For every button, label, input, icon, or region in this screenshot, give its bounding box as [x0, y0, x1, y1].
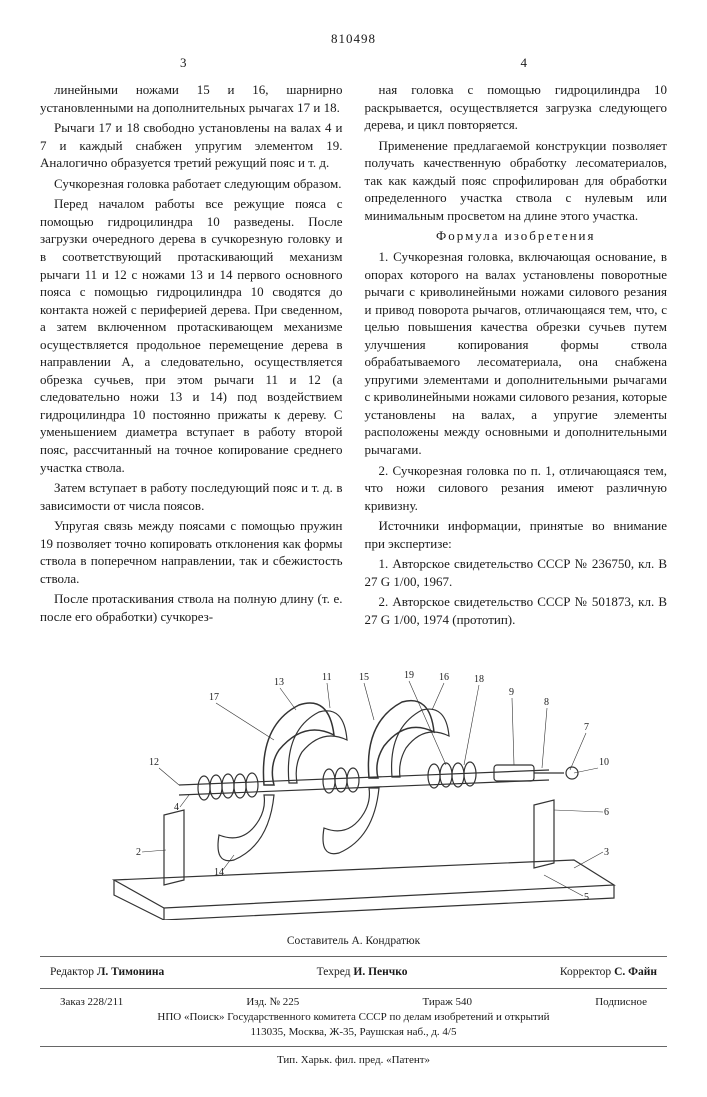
svg-text:11: 11	[322, 672, 332, 683]
org-line: НПО «Поиск» Государственного комитета СС…	[40, 1010, 667, 1025]
page-numbers: 3 4	[40, 54, 667, 72]
para: Затем вступает в работу последующий пояс…	[40, 479, 343, 514]
svg-text:8: 8	[544, 697, 549, 708]
para: Сучкорезная головка работает следующим о…	[40, 175, 343, 193]
sources-heading: Источники информации, принятые во вниман…	[365, 517, 668, 552]
para: Упругая связь между поясами с помощью пр…	[40, 517, 343, 587]
svg-text:5: 5	[584, 892, 589, 903]
claim: 2. Сучкорезная головка по п. 1, отличающ…	[365, 462, 668, 515]
svg-text:16: 16	[439, 672, 449, 683]
svg-text:6: 6	[604, 807, 609, 818]
compiler-name: А. Кондратюк	[351, 935, 420, 947]
para: Рычаги 17 и 18 свободно установлены на в…	[40, 119, 343, 172]
divider	[40, 956, 667, 957]
footer-block: Заказ 228/211 Изд. № 225 Тираж 540 Подпи…	[40, 995, 667, 1047]
svg-text:3: 3	[604, 847, 609, 858]
corrector: Корректор С. Файн	[560, 965, 657, 981]
svg-text:14: 14	[214, 867, 224, 878]
compiler-label: Составитель	[287, 935, 349, 947]
para: После протаскивания ствола на полную дли…	[40, 590, 343, 625]
svg-text:15: 15	[359, 672, 369, 683]
source: 1. Авторское свидетельство СССР № 236750…	[365, 555, 668, 590]
para: ная головка с помощью гидроцилиндра 10 р…	[365, 81, 668, 134]
svg-text:17: 17	[209, 692, 219, 703]
svg-text:2: 2	[136, 847, 141, 858]
right-column: ная головка с помощью гидроцилиндра 10 р…	[365, 81, 668, 631]
izd-no: Изд. № 225	[246, 995, 299, 1010]
source: 2. Авторское свидетельство СССР № 501873…	[365, 593, 668, 628]
technical-figure: 12 17 13 11 15 19 16 18 9 8 7 10 6 3 5 2…	[40, 650, 667, 925]
svg-text:19: 19	[404, 670, 414, 681]
svg-text:10: 10	[599, 757, 609, 768]
para: линейными ножами 15 и 16, шарнирно устан…	[40, 81, 343, 116]
svg-text:7: 7	[584, 722, 589, 733]
svg-text:18: 18	[474, 674, 484, 685]
claim: 1. Сучкорезная головка, включающая основ…	[365, 248, 668, 459]
credits-block: Составитель А. Кондратюк Редактор Л. Тим…	[40, 934, 667, 989]
para: Перед началом работы все режущие пояса с…	[40, 195, 343, 476]
para: Применение предлагаемой конструкции позв…	[365, 137, 668, 225]
editor: Редактор Л. Тимонина	[50, 965, 164, 981]
subscription: Подписное	[595, 995, 647, 1010]
claims-heading: Формула изобретения	[365, 227, 668, 245]
order-no: Заказ 228/211	[60, 995, 123, 1010]
machine-drawing: 12 17 13 11 15 19 16 18 9 8 7 10 6 3 5 2…	[74, 650, 634, 920]
page-right: 4	[521, 54, 528, 72]
techred: Техред И. Пенчко	[317, 965, 408, 981]
svg-text:9: 9	[509, 687, 514, 698]
page-left: 3	[180, 54, 187, 72]
addr-line: 113035, Москва, Ж-35, Раушская наб., д. …	[40, 1025, 667, 1040]
text-columns: линейными ножами 15 и 16, шарнирно устан…	[40, 81, 667, 631]
divider	[40, 1046, 667, 1047]
divider	[40, 988, 667, 989]
svg-text:4: 4	[174, 802, 179, 813]
svg-text:12: 12	[149, 757, 159, 768]
editor-row: Редактор Л. Тимонина Техред И. Пенчко Ко…	[40, 963, 667, 983]
printing-line: Тип. Харьк. фил. пред. «Патент»	[40, 1053, 667, 1068]
svg-text:13: 13	[274, 677, 284, 688]
tirazh: Тираж 540	[422, 995, 472, 1010]
patent-number: 810498	[40, 30, 667, 48]
compiler-row: Составитель А. Кондратюк	[40, 934, 667, 950]
left-column: линейными ножами 15 и 16, шарнирно устан…	[40, 81, 343, 631]
